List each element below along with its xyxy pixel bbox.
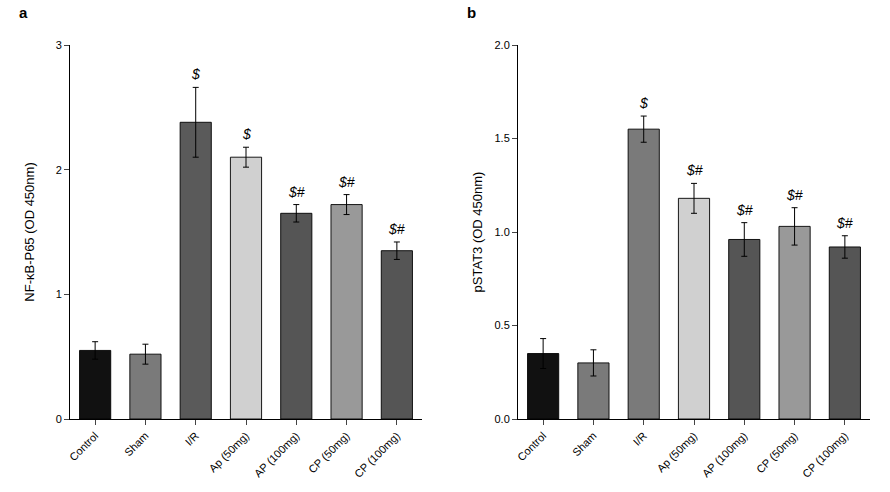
svg-text:2: 2 (56, 164, 62, 176)
svg-text:$#: $# (686, 162, 703, 178)
svg-text:a: a (19, 4, 28, 21)
svg-text:$#: $# (288, 184, 305, 200)
svg-text:0: 0 (56, 413, 62, 425)
svg-text:NF-κB-P65 (OD 450nm): NF-κB-P65 (OD 450nm) (22, 162, 37, 301)
svg-text:$#: $# (786, 187, 803, 203)
svg-text:CP (50mg): CP (50mg) (306, 430, 352, 476)
svg-text:$: $ (242, 126, 251, 142)
svg-text:$#: $# (736, 202, 753, 218)
svg-text:$#: $# (388, 221, 405, 237)
svg-text:Control: Control (515, 430, 549, 464)
svg-text:AP (100mg): AP (100mg) (700, 430, 750, 480)
svg-text:1.5: 1.5 (495, 132, 510, 144)
svg-text:Ap (50mg): Ap (50mg) (207, 430, 252, 475)
svg-text:$#: $# (338, 174, 355, 190)
svg-text:$: $ (191, 66, 200, 82)
svg-text:1.0: 1.0 (495, 226, 510, 238)
svg-text:pSTAT3 (OD 450nm): pSTAT3 (OD 450nm) (470, 172, 485, 293)
svg-text:CP (100mg): CP (100mg) (352, 430, 402, 480)
svg-text:3: 3 (56, 39, 62, 51)
svg-text:$#: $# (836, 215, 853, 231)
svg-text:Control: Control (67, 430, 101, 464)
svg-text:Sham: Sham (122, 430, 151, 459)
svg-text:1: 1 (56, 288, 62, 300)
svg-text:0.0: 0.0 (495, 413, 510, 425)
svg-text:I/R: I/R (183, 429, 201, 447)
svg-text:CP (100mg): CP (100mg) (800, 430, 850, 480)
svg-text:CP (50mg): CP (50mg) (754, 430, 800, 476)
svg-text:Sham: Sham (570, 430, 599, 459)
svg-text:I/R: I/R (631, 429, 649, 447)
svg-text:AP (100mg): AP (100mg) (252, 430, 302, 480)
svg-text:b: b (467, 4, 476, 21)
svg-text:2.0: 2.0 (495, 39, 510, 51)
svg-text:Ap (50mg): Ap (50mg) (655, 430, 700, 475)
svg-text:$: $ (639, 95, 648, 111)
svg-text:0.5: 0.5 (495, 319, 510, 331)
